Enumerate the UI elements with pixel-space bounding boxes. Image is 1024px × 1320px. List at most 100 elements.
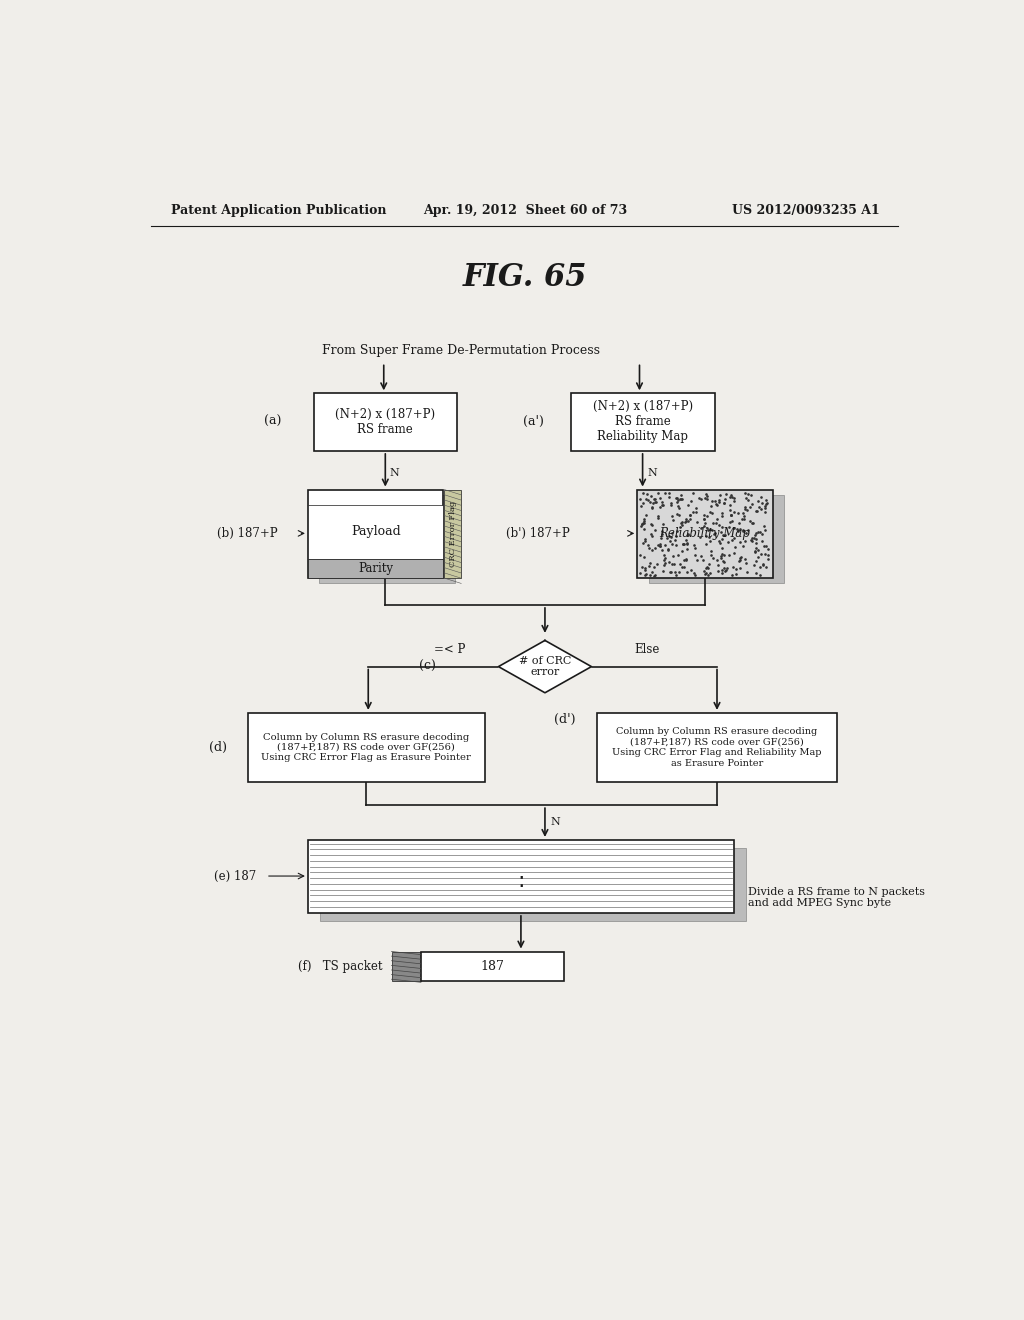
Point (642, 553, 658, 574)
Point (726, 487, 742, 508)
Point (644, 539, 660, 560)
Point (688, 502, 705, 523)
Point (758, 535, 774, 556)
Point (675, 533, 691, 554)
Point (670, 487, 686, 508)
Point (638, 564, 654, 585)
Point (748, 541, 764, 562)
Point (643, 484, 659, 506)
Text: Parity: Parity (358, 561, 393, 574)
Point (636, 511, 652, 532)
Point (655, 549, 672, 570)
Point (715, 525, 731, 546)
Point (737, 523, 754, 544)
Point (681, 504, 697, 525)
Text: N: N (390, 467, 399, 478)
Point (640, 490, 656, 511)
Point (659, 539, 676, 560)
Point (668, 535, 684, 556)
Point (641, 564, 657, 585)
Point (736, 496, 753, 517)
Point (757, 543, 773, 564)
Polygon shape (499, 640, 592, 693)
Point (646, 491, 663, 512)
Point (679, 539, 695, 560)
FancyBboxPatch shape (391, 952, 421, 981)
Point (676, 533, 692, 554)
Point (673, 488, 689, 510)
Point (753, 521, 769, 543)
Point (678, 511, 694, 532)
Point (680, 494, 696, 515)
Point (713, 545, 729, 566)
Point (637, 506, 653, 527)
Text: From Super Frame De-Permutation Process: From Super Frame De-Permutation Process (323, 345, 600, 358)
Point (758, 494, 774, 515)
Point (671, 562, 687, 583)
Point (741, 511, 758, 532)
Text: (a'): (a') (523, 416, 544, 428)
Point (748, 523, 764, 544)
Point (648, 491, 665, 512)
Point (663, 495, 679, 516)
Point (644, 496, 660, 517)
Point (663, 561, 679, 582)
FancyBboxPatch shape (444, 490, 461, 578)
Point (740, 483, 757, 504)
Text: FIG. 65: FIG. 65 (463, 263, 587, 293)
Point (739, 520, 756, 541)
Point (730, 503, 746, 524)
Point (711, 490, 727, 511)
Point (660, 540, 677, 561)
Point (646, 565, 663, 586)
Point (632, 562, 648, 583)
Point (693, 546, 710, 568)
Point (686, 562, 702, 583)
Point (748, 500, 764, 521)
Text: N: N (550, 817, 560, 828)
Point (737, 553, 754, 574)
Point (757, 498, 773, 519)
Point (698, 484, 715, 506)
Point (748, 550, 764, 572)
Point (679, 533, 695, 554)
Point (636, 546, 652, 568)
Point (714, 560, 730, 581)
Point (641, 491, 657, 512)
Point (654, 494, 671, 515)
Text: (b') 187+P: (b') 187+P (506, 527, 570, 540)
Point (643, 561, 659, 582)
Point (754, 492, 770, 513)
Point (709, 513, 725, 535)
Point (665, 545, 681, 566)
Point (670, 544, 686, 565)
Point (666, 553, 682, 574)
Point (695, 508, 712, 529)
Point (737, 499, 754, 520)
Point (678, 529, 694, 550)
Point (641, 556, 657, 577)
Point (711, 554, 727, 576)
Point (706, 546, 722, 568)
Point (646, 556, 663, 577)
Point (732, 548, 749, 569)
Point (644, 496, 660, 517)
Point (713, 521, 729, 543)
Point (742, 496, 759, 517)
Point (679, 561, 695, 582)
Text: US 2012/0093235 A1: US 2012/0093235 A1 (732, 205, 880, 218)
Point (736, 508, 753, 529)
Point (691, 487, 708, 508)
Point (643, 513, 659, 535)
Point (672, 553, 688, 574)
Point (699, 564, 716, 585)
FancyBboxPatch shape (649, 495, 784, 583)
Point (686, 535, 702, 556)
Text: Payload: Payload (351, 525, 400, 539)
FancyBboxPatch shape (308, 558, 443, 578)
Point (710, 560, 726, 581)
Point (727, 564, 743, 585)
Point (716, 492, 732, 513)
Point (726, 528, 742, 549)
Point (714, 537, 730, 558)
